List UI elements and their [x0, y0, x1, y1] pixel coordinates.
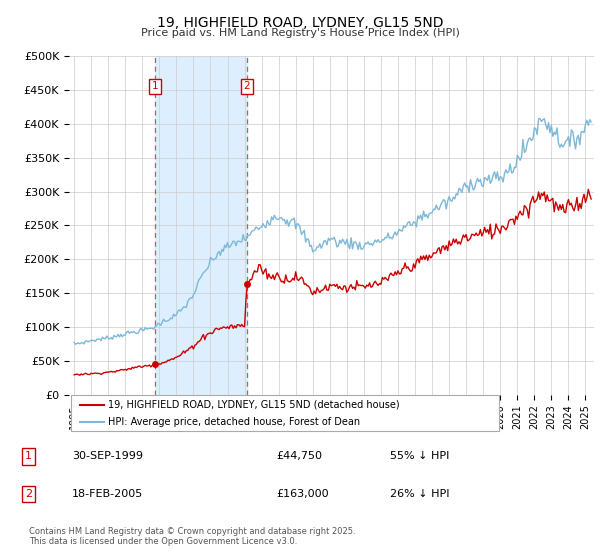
- Text: 55% ↓ HPI: 55% ↓ HPI: [390, 451, 449, 461]
- Text: 19, HIGHFIELD ROAD, LYDNEY, GL15 5ND: 19, HIGHFIELD ROAD, LYDNEY, GL15 5ND: [157, 16, 443, 30]
- Text: 18-FEB-2005: 18-FEB-2005: [72, 489, 143, 499]
- Text: 1: 1: [25, 451, 32, 461]
- Text: Contains HM Land Registry data © Crown copyright and database right 2025.
This d: Contains HM Land Registry data © Crown c…: [29, 526, 355, 546]
- Text: £44,750: £44,750: [276, 451, 322, 461]
- Text: 26% ↓ HPI: 26% ↓ HPI: [390, 489, 449, 499]
- Text: HPI: Average price, detached house, Forest of Dean: HPI: Average price, detached house, Fore…: [108, 417, 360, 427]
- Bar: [155, 56, 247, 395]
- Text: 2: 2: [25, 489, 32, 499]
- FancyBboxPatch shape: [71, 395, 499, 431]
- Text: £163,000: £163,000: [276, 489, 329, 499]
- Text: 30-SEP-1999: 30-SEP-1999: [72, 451, 143, 461]
- Text: Price paid vs. HM Land Registry's House Price Index (HPI): Price paid vs. HM Land Registry's House …: [140, 28, 460, 38]
- Text: 1: 1: [152, 82, 158, 91]
- Text: 2: 2: [244, 82, 250, 91]
- Text: 19, HIGHFIELD ROAD, LYDNEY, GL15 5ND (detached house): 19, HIGHFIELD ROAD, LYDNEY, GL15 5ND (de…: [108, 400, 400, 410]
